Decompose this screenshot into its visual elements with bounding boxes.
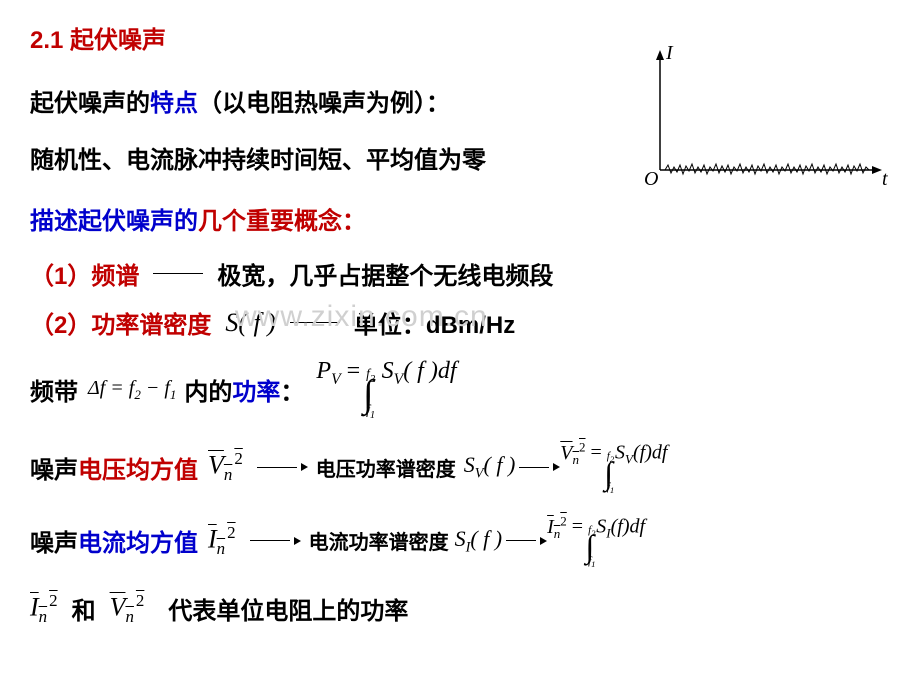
vla: 噪声 (30, 450, 78, 485)
dash-line (153, 273, 203, 274)
in2-b: In2 (30, 591, 58, 627)
ilb: 电流均方值 (78, 523, 198, 558)
ila: 噪声 (30, 523, 78, 558)
band-power-line: 频带 Δf = f2 − f1 内的 功率 ： PV = f2f1 ∫ SV( … (30, 358, 890, 421)
arrow2 (519, 467, 549, 468)
l4b: 几个重要概念： (198, 201, 366, 236)
arrow3-head (294, 529, 301, 552)
vn2-int: Vn2 = f2f1 ∫ SV(f)df (560, 439, 667, 495)
ilc: 电流功率谱密度 (309, 526, 449, 555)
vlb: 电压均方值 (78, 450, 198, 485)
i2a: （2）功率谱密度 (30, 305, 211, 340)
line-concepts-header: 描述起伏噪声的 几个重要概念： (30, 201, 890, 236)
vn2: Vn2 (208, 449, 243, 485)
in2-int: In2 = f2f1 ∫ SI(f)df (547, 513, 645, 569)
llb: 代表单位电阻上的功率 (168, 591, 408, 626)
l2c: （以电阻热噪声为例）： (198, 83, 450, 118)
watermark: www.zixin.com.cn (235, 300, 488, 334)
blc: 功率 (232, 372, 280, 407)
in2: In2 (208, 523, 236, 559)
arrow3 (250, 540, 290, 541)
l3: 随机性、电流脉冲持续时间短、平均值为零 (30, 140, 486, 175)
l2b: 特点 (150, 83, 198, 118)
i1a: （1）频谱 (30, 256, 139, 291)
vn2-b: Vn2 (110, 591, 145, 627)
bla: 频带 (30, 372, 78, 407)
pv-formula: PV = f2f1 ∫ SV( f )df (316, 358, 456, 421)
arrow4 (506, 540, 536, 541)
arrow2-head (553, 456, 560, 479)
l4a: 描述起伏噪声的 (30, 201, 198, 236)
noise-waveform-figure: I O t (630, 45, 895, 190)
l2a: 起伏噪声的 (30, 83, 150, 118)
current-line: 噪声 电流均方值 In2 电流功率谱密度 SI( f ) In2 = f2f1 … (30, 513, 890, 569)
i1b: 极宽，几乎占据整个无线电频段 (217, 256, 553, 291)
vlc: 电压功率谱密度 (316, 453, 456, 482)
axis-label-t: t (882, 168, 888, 190)
axis-label-I: I (665, 45, 674, 64)
arrow1 (257, 467, 297, 468)
item-spectrum: （1）频谱 极宽，几乎占据整个无线电频段 (30, 256, 890, 291)
title-text: 2.1 起伏噪声 (30, 20, 166, 55)
axes-svg: I O t (630, 45, 895, 190)
sif: SI( f ) (455, 526, 503, 556)
voltage-line: 噪声 电压均方值 Vn2 电压功率谱密度 SV( f ) Vn2 = f2f1 … (30, 439, 890, 495)
lla: 和 (72, 591, 96, 626)
colon1: ： (280, 372, 304, 407)
delta-f: Δf = f2 − f1 (88, 377, 176, 403)
axis-label-O: O (644, 168, 658, 190)
blb: 内的 (184, 372, 232, 407)
arrow1-head (301, 456, 308, 479)
svf: SV( f ) (464, 452, 516, 482)
last-line: In2 和 Vn2 代表单位电阻上的功率 (30, 591, 890, 627)
